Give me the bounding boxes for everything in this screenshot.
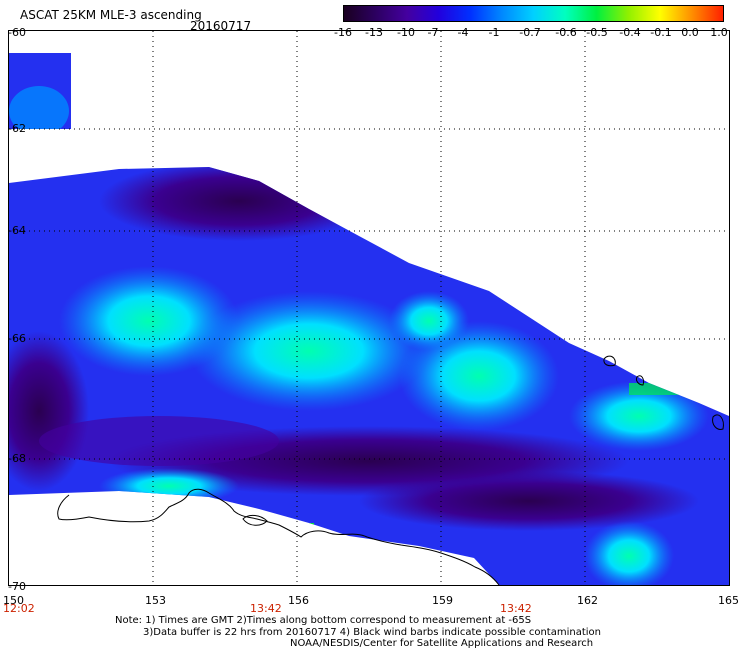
map-title: ASCAT 25KM MLE-3 ascending (20, 8, 202, 22)
coastline (57, 355, 724, 585)
lon-label-5: 165 (718, 594, 739, 607)
note-line-3: NOAA/NESDIS/Center for Satellite Applica… (290, 638, 594, 649)
lat-label-0: -60 (8, 26, 26, 39)
colorbar-label-10: -0.1 (650, 26, 672, 39)
colorbar-label-7: -0.6 (555, 26, 577, 39)
colorbar-label-5: -1 (488, 26, 500, 39)
colorbar-label-8: -0.5 (586, 26, 608, 39)
colorbar-label-1: -13 (365, 26, 383, 39)
lon-label-0: 150 (3, 594, 24, 607)
lat-label-5: -70 (8, 580, 26, 593)
wind-swath (9, 53, 729, 585)
lat-label-1: -62 (8, 122, 26, 135)
time-label-mid2: 13:42 (500, 602, 532, 615)
colorbar-label-12: 1.0 (710, 26, 728, 39)
colorbar-label-11: 0.0 (681, 26, 699, 39)
wind-map-panel (8, 30, 730, 586)
colorbar-label-3: -7 (427, 26, 439, 39)
time-label-mid1: 13:42 (250, 602, 282, 615)
lon-label-1: 153 (145, 594, 166, 607)
note-line-2: 3)Data buffer is 22 hrs from 20160717 4)… (143, 627, 601, 638)
color-scale-bar (343, 5, 724, 22)
colorbar-label-9: -0.4 (619, 26, 641, 39)
colorbar-label-2: -10 (397, 26, 415, 39)
time-label-left: 12:02 (3, 602, 35, 615)
lon-label-2: 156 (288, 594, 309, 607)
lon-label-3: 159 (432, 594, 453, 607)
lon-label-4: 162 (577, 594, 598, 607)
lat-label-4: -68 (8, 452, 26, 465)
lat-label-3: -66 (8, 332, 26, 345)
colorbar-label-4: -4 (457, 26, 469, 39)
map-date: 20160717 (190, 19, 252, 33)
lat-label-2: -64 (8, 224, 26, 237)
graticule (9, 31, 729, 585)
colorbar-label-6: -0.7 (519, 26, 541, 39)
wind-field-map (9, 31, 729, 585)
note-line-1: Note: 1) Times are GMT 2)Times along bot… (115, 615, 532, 626)
colorbar-label-0: -16 (334, 26, 352, 39)
